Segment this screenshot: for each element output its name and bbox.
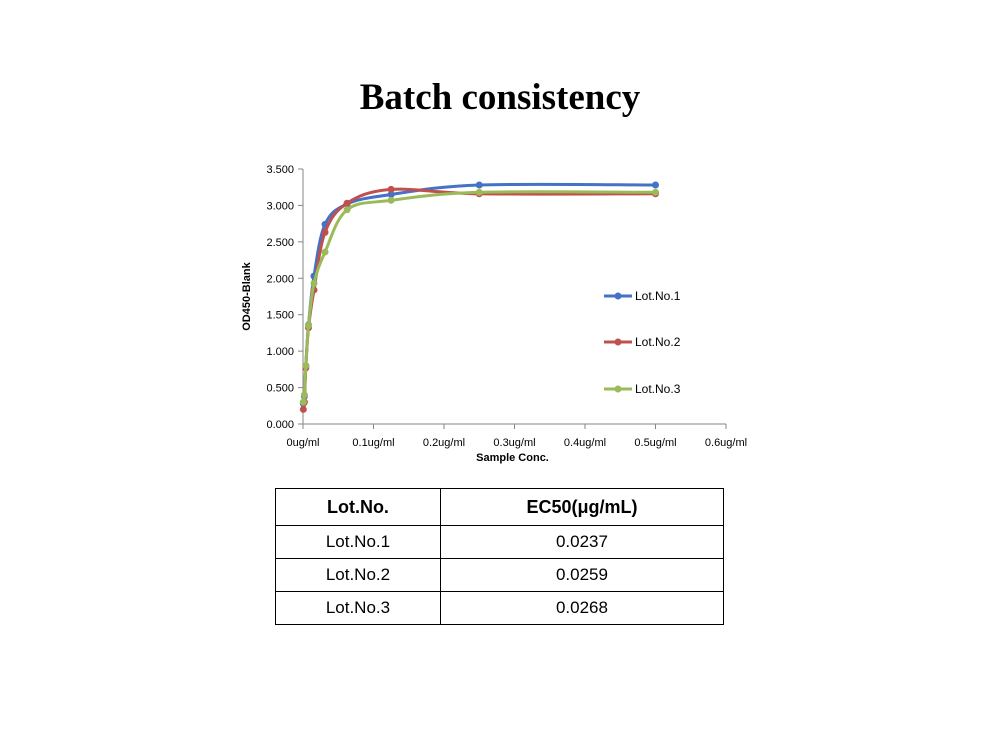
data-point-lot-3 — [321, 248, 329, 256]
series-line-lot-1 — [301, 182, 657, 406]
x-tick-label: 0.3ug/ml — [493, 437, 535, 449]
x-tick-label: 0.2ug/ml — [423, 437, 465, 449]
y-tick-label: 0.000 — [266, 419, 294, 431]
y-tick-label: 2.500 — [266, 237, 294, 249]
y-tick-label: 3.500 — [266, 164, 294, 176]
column-header-lot: Lot.No. — [275, 488, 441, 526]
data-point-lot-3 — [302, 362, 310, 370]
table-cell-ec50: 0.0237 — [439, 525, 725, 559]
table-row: Lot.No.1 0.0237 — [275, 525, 725, 559]
y-tick-label: 2.000 — [266, 273, 294, 285]
x-tick-label: 0.1ug/ml — [352, 437, 394, 449]
x-tick-label: 0ug/ml — [286, 437, 319, 449]
x-tick-label: 0.6ug/ml — [705, 437, 747, 449]
data-point-lot-3 — [299, 398, 307, 406]
data-point-lot-3 — [304, 322, 312, 330]
y-axis-label: OD450-Blank — [241, 261, 253, 330]
y-tick-label: 3.000 — [266, 200, 294, 212]
ec50-chart: 0.000 0.500 1.000 1.500 2.000 2.500 3.000 3.500… — [241, 164, 747, 464]
page-title: Batch consistency — [359, 77, 641, 118]
table-cell-ec50: 0.0268 — [439, 591, 725, 625]
table-row: Lot.No.2 0.0259 — [275, 558, 725, 592]
data-point-lot-3 — [387, 196, 395, 204]
data-point-lot-2 — [299, 405, 307, 413]
table-cell-ec50: 0.0259 — [439, 558, 725, 592]
data-point-lot-2 — [321, 228, 329, 236]
legend-marker-lot-1 — [614, 292, 622, 300]
x-tick-label: 0.4ug/ml — [564, 437, 606, 449]
data-point-lot-2 — [343, 199, 351, 207]
table-cell-lot: Lot.No.3 — [275, 591, 441, 625]
table-cell-lot: Lot.No.1 — [275, 525, 441, 559]
series-line-lot-3 — [301, 190, 657, 404]
data-point-lot-3 — [343, 206, 351, 214]
table-row: Lot.No.3 0.0268 — [275, 591, 725, 625]
data-point-lot-1 — [652, 181, 659, 189]
series-line-lot-2 — [301, 187, 657, 411]
legend-label-lot-2: Lot.No.2 — [635, 335, 681, 349]
data-point-lot-3 — [652, 188, 659, 196]
data-point-lot-3 — [310, 279, 318, 287]
column-header-ec50: EC50(μg/mL) — [439, 488, 725, 526]
y-tick-label: 1.000 — [266, 346, 294, 358]
data-point-lot-2 — [387, 185, 395, 193]
x-axis-label: Sample Conc. — [476, 452, 549, 464]
data-point-lot-3 — [475, 188, 483, 196]
legend-marker-lot-2 — [614, 338, 622, 346]
data-point-lot-1 — [387, 191, 395, 198]
legend-label-lot-1: Lot.No.1 — [635, 289, 681, 303]
table-header-row: Lot.No. EC50(μg/mL) — [275, 488, 725, 526]
legend-marker-lot-3 — [614, 385, 622, 393]
table-cell-lot: Lot.No.2 — [275, 558, 441, 592]
x-tick-label: 0.5ug/ml — [634, 437, 676, 449]
y-tick-label: 0.500 — [266, 383, 294, 395]
data-point-lot-3 — [300, 391, 308, 399]
y-tick-label: 1.500 — [266, 310, 294, 322]
legend-label-lot-3: Lot.No.3 — [635, 382, 681, 396]
data-point-lot-1 — [475, 181, 483, 189]
ec50-table: Lot.No. EC50(μg/mL) Lot.No.1 0.0237 Lot.… — [275, 488, 725, 625]
